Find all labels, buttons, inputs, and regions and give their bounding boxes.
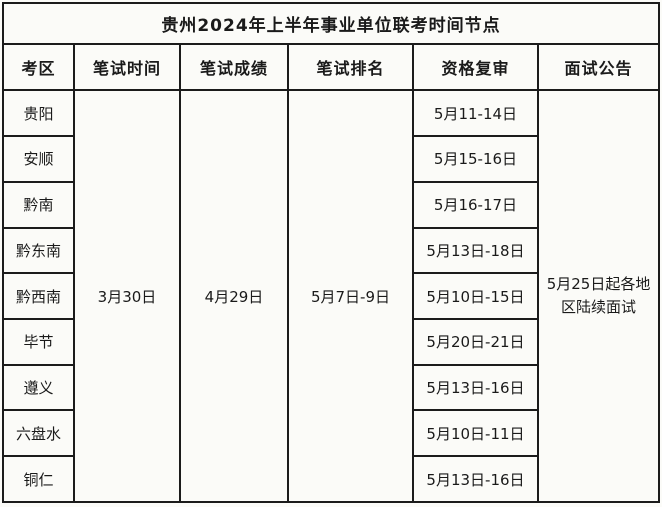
review-cell: 5月20日-21日	[412, 317, 539, 366]
table-title-row: 贵州2024年上半年事业单位联考时间节点	[1, 2, 661, 45]
region-cell: 黔南	[2, 180, 75, 229]
header-cell-written-rank: 笔试排名	[287, 42, 414, 92]
table-row: 毕节 5月20日-21日	[2, 317, 659, 366]
table-row: 遵义 5月13日-16日	[2, 363, 659, 412]
table-row: 安顺 5月15-16日	[2, 135, 659, 183]
region-cell: 黔西南	[2, 272, 75, 320]
header-cell-qualification-review: 资格复审	[412, 42, 539, 92]
header-cell-interview-notice: 面试公告	[536, 42, 661, 92]
interview-notice-cell: 5月25日起各地区陆续面试	[536, 89, 661, 503]
written-rank-cell: 5月7日-9日	[287, 89, 414, 503]
table-row: 黔西南 5月10日-15日	[2, 272, 659, 320]
region-cell: 铜仁	[2, 455, 75, 503]
region-cell: 安顺	[2, 135, 75, 183]
review-cell: 5月11-14日	[412, 89, 539, 138]
region-cell: 贵阳	[2, 89, 75, 138]
review-cell: 5月10日-11日	[412, 409, 539, 458]
table-row: 黔南 5月16-17日	[2, 180, 659, 229]
review-cell: 5月15-16日	[412, 135, 539, 183]
header-cell-written-time: 笔试时间	[73, 42, 181, 92]
review-cell: 5月13日-16日	[412, 455, 539, 503]
review-cell: 5月16-17日	[412, 180, 539, 229]
review-cell: 5月10日-15日	[412, 272, 539, 320]
table-row: 铜仁 5月13日-16日	[2, 455, 659, 503]
review-cell: 5月13日-16日	[412, 363, 539, 412]
table-header-row: 考区 笔试时间 笔试成绩 笔试排名 资格复审 面试公告	[2, 42, 661, 92]
table-title: 贵州2024年上半年事业单位联考时间节点	[1, 2, 661, 45]
table-row: 黔东南 5月13日-18日	[2, 226, 659, 275]
region-cell: 黔东南	[2, 226, 75, 275]
table-row: 六盘水 5月10日-11日	[2, 409, 659, 458]
written-score-cell: 4月29日	[179, 89, 289, 503]
region-cell: 六盘水	[2, 409, 75, 458]
region-cell: 毕节	[2, 317, 75, 366]
region-cell: 遵义	[2, 363, 75, 412]
review-cell: 5月13日-18日	[412, 226, 539, 275]
written-time-cell: 3月30日	[73, 89, 181, 503]
table-row: 贵阳 3月30日 4月29日 5月7日-9日 5月11-14日 5月25日起各地…	[2, 89, 661, 503]
header-cell-written-score: 笔试成绩	[179, 42, 289, 92]
header-cell-region: 考区	[2, 42, 75, 92]
